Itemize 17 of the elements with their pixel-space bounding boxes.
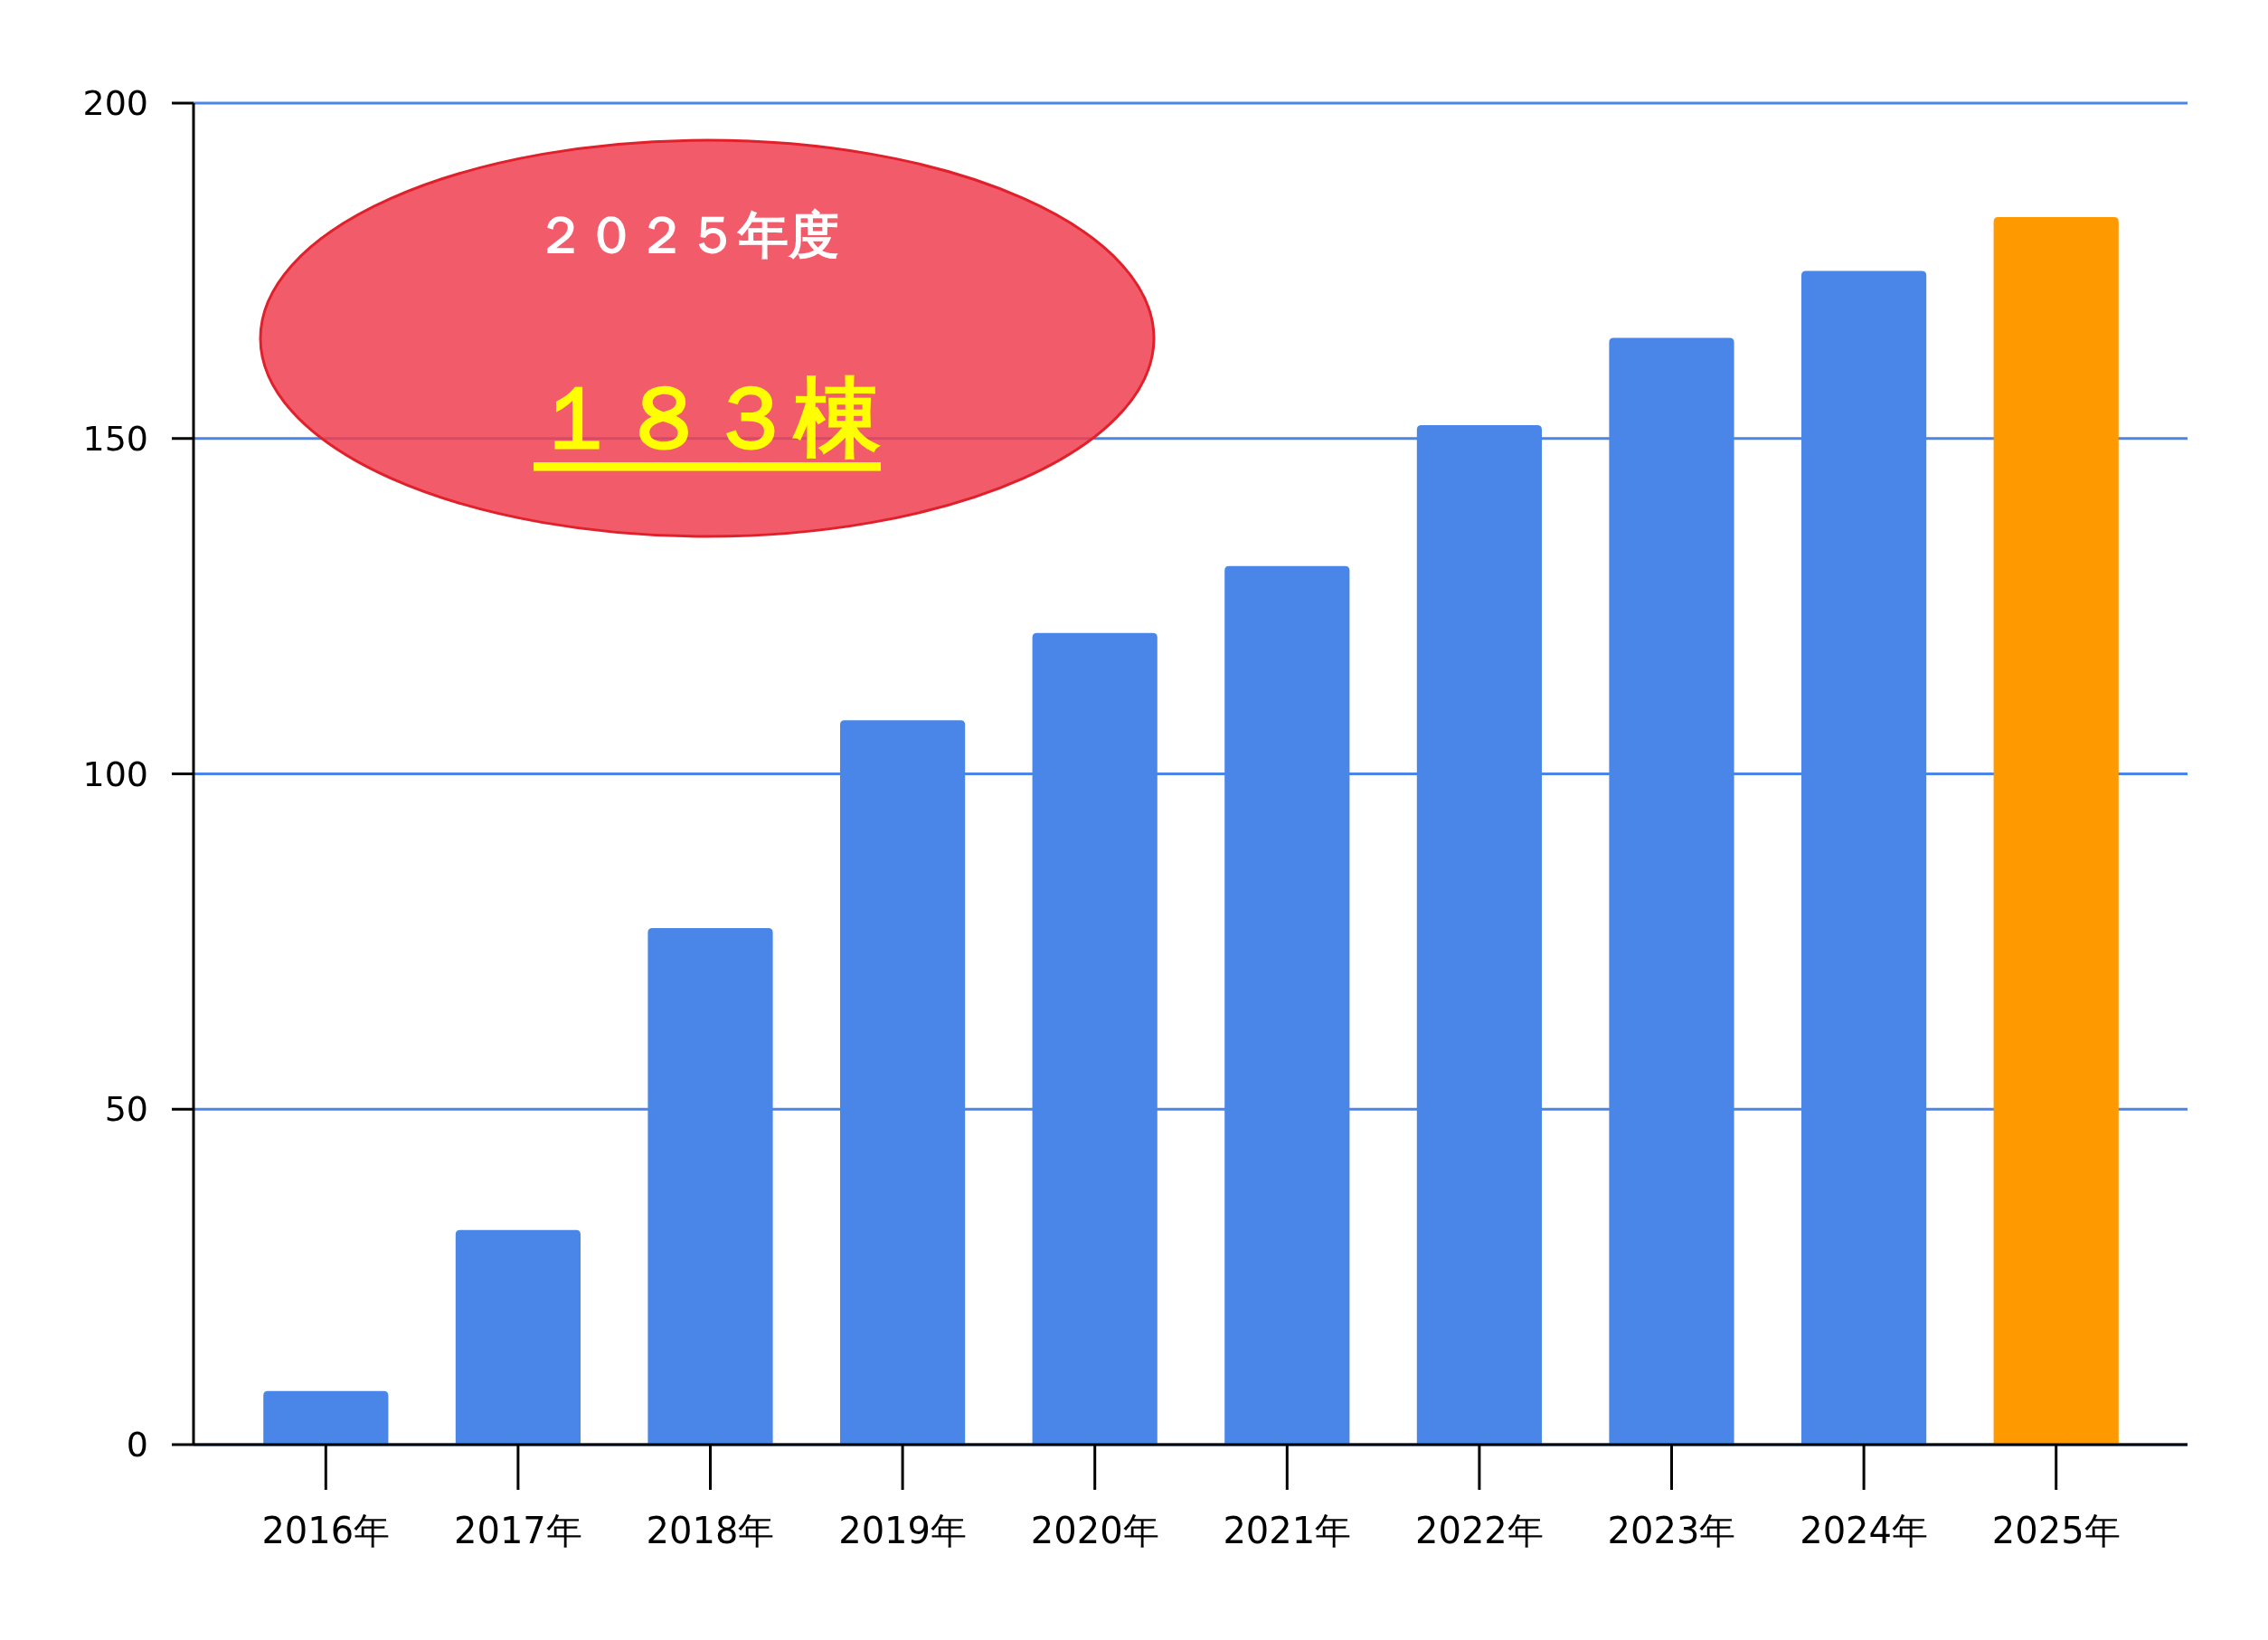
x-tick-label: 2016年 [261,1510,391,1551]
annotation: １８３棟 [534,367,881,469]
x-tick-label: 2025年 [1991,1510,2121,1551]
annotation: ２０２５年度 [535,204,839,264]
x-tick-label: 2019年 [838,1510,967,1551]
x-tick-label: 2018年 [646,1510,775,1551]
x-tick-label: 2020年 [1030,1510,1159,1551]
y-tick-label: 100 [82,754,148,794]
y-tick-label: 200 [82,83,148,123]
x-tick-label: 2021年 [1223,1510,1352,1551]
x-tick-label: 2022年 [1415,1510,1544,1551]
x-tick-label: 2024年 [1800,1510,1928,1551]
x-tick-label: 2017年 [454,1510,582,1551]
y-tick-label: 0 [126,1425,148,1465]
y-tick-label: 50 [104,1089,148,1130]
y-tick-label: 150 [82,418,148,459]
x-tick-label: 2023年 [1607,1510,1736,1551]
